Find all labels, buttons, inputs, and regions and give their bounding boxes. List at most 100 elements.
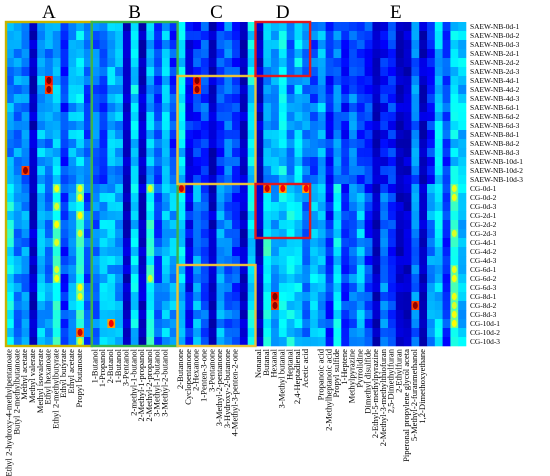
heatmap-cell bbox=[349, 283, 358, 293]
heatmap-cell bbox=[388, 157, 397, 167]
heatmap-cell bbox=[37, 292, 46, 302]
heatmap-cell bbox=[177, 337, 186, 347]
heatmap-cell bbox=[442, 274, 451, 284]
heatmap-cell bbox=[434, 166, 443, 176]
heatmap-cell bbox=[224, 112, 233, 122]
heatmap-cell bbox=[208, 112, 217, 122]
heatmap-peak bbox=[46, 76, 52, 85]
heatmap-cell bbox=[310, 103, 319, 113]
heatmap-cell bbox=[380, 112, 389, 122]
heatmap-cell bbox=[60, 238, 69, 248]
heatmap-cell bbox=[115, 58, 124, 68]
heatmap-cell bbox=[6, 193, 15, 203]
heatmap-cell bbox=[169, 157, 178, 167]
heatmap-cell bbox=[193, 247, 202, 257]
heatmap-cell bbox=[349, 256, 358, 266]
heatmap-cell bbox=[200, 85, 210, 95]
heatmap-cell bbox=[68, 94, 77, 104]
heatmap-cell bbox=[333, 40, 342, 50]
heatmap-cell bbox=[317, 175, 326, 185]
heatmap-cell bbox=[154, 265, 163, 275]
heatmap-cell bbox=[44, 157, 54, 167]
heatmap-cell bbox=[138, 166, 147, 176]
highlight-boxes bbox=[4, 20, 312, 348]
heatmap-cell bbox=[278, 328, 287, 338]
heatmap-cell bbox=[21, 58, 30, 68]
heatmap-cell bbox=[442, 166, 451, 176]
heatmap-cell bbox=[271, 319, 280, 329]
heatmap-cell bbox=[317, 256, 326, 266]
heatmap-cell bbox=[255, 292, 264, 302]
heatmap-cell bbox=[403, 319, 412, 329]
heatmap-cell bbox=[130, 157, 139, 167]
heatmap-cell bbox=[13, 238, 22, 248]
heatmap-cell bbox=[224, 229, 233, 239]
heatmap-cell bbox=[403, 247, 412, 257]
row-labels: SAEW-NB-0d-1SAEW-NB-0d-2SAEW-NB-0d-3SAEW… bbox=[470, 22, 523, 346]
heatmap-cell bbox=[310, 112, 319, 122]
heatmap-cell bbox=[395, 157, 404, 167]
heatmap-cell bbox=[450, 67, 459, 77]
heatmap-cell bbox=[333, 85, 342, 95]
heatmap-cell bbox=[83, 283, 93, 293]
heatmap-cell bbox=[161, 121, 171, 131]
heatmap-cell bbox=[130, 58, 139, 68]
heatmap-cell bbox=[232, 328, 241, 338]
heatmap-cell bbox=[138, 22, 147, 32]
heatmap-cell bbox=[372, 76, 381, 86]
heatmap-cell bbox=[380, 85, 389, 95]
heatmap-cell bbox=[200, 40, 210, 50]
heatmap-cell bbox=[200, 58, 210, 68]
heatmap-cell bbox=[356, 184, 365, 194]
row-label: SAEW-NB-6d-3 bbox=[470, 121, 520, 130]
heatmap-cell bbox=[419, 283, 428, 293]
heatmap-cell bbox=[193, 184, 202, 194]
heatmap-cell bbox=[115, 175, 124, 185]
heatmap-cell bbox=[44, 238, 54, 248]
heatmap-cell bbox=[427, 85, 436, 95]
heatmap-cell bbox=[13, 256, 22, 266]
heatmap-cell bbox=[364, 220, 373, 230]
heatmap-cell bbox=[6, 157, 15, 167]
row-label: CG-10d-2 bbox=[470, 328, 500, 337]
heatmap-cell bbox=[107, 292, 116, 302]
heatmap-cell bbox=[302, 337, 311, 347]
heatmap-cell bbox=[419, 211, 428, 221]
heatmap-cell bbox=[193, 112, 202, 122]
heatmap-cell bbox=[224, 319, 233, 329]
heatmap-cell bbox=[403, 94, 412, 104]
heatmap-cell bbox=[52, 229, 61, 239]
heatmap-cell bbox=[60, 247, 69, 257]
heatmap-cell bbox=[349, 58, 358, 68]
heatmap-cell bbox=[325, 40, 334, 50]
heatmap-cell bbox=[99, 328, 108, 338]
heatmap-cell bbox=[356, 49, 365, 59]
heatmap-cell bbox=[380, 256, 389, 266]
heatmap-cell bbox=[60, 292, 69, 302]
heatmap-cell bbox=[76, 247, 85, 257]
heatmap-cell bbox=[333, 103, 342, 113]
heatmap-cell bbox=[458, 238, 467, 248]
row-label: CG-10d-3 bbox=[470, 337, 500, 346]
heatmap-peak bbox=[451, 265, 457, 274]
heatmap-cell bbox=[333, 256, 342, 266]
heatmap-cell bbox=[68, 175, 77, 185]
heatmap-cell bbox=[325, 211, 334, 221]
heatmap-cell bbox=[263, 265, 272, 275]
column-label: Dimethyl disulfide bbox=[362, 349, 372, 414]
heatmap-cell bbox=[154, 166, 163, 176]
heatmap-cell bbox=[60, 319, 69, 329]
heatmap-cell bbox=[239, 121, 248, 131]
column-label: 2,4-Heptadienal bbox=[292, 348, 302, 404]
heatmap-cell bbox=[286, 202, 295, 212]
heatmap-cell bbox=[427, 49, 436, 59]
heatmap-cell bbox=[68, 310, 77, 320]
heatmap-cell bbox=[427, 220, 436, 230]
heatmap-cell bbox=[419, 202, 428, 212]
heatmap-cell bbox=[341, 94, 350, 104]
heatmap-cell bbox=[130, 31, 139, 41]
heatmap-cell bbox=[37, 121, 46, 131]
heatmap-cell bbox=[372, 103, 381, 113]
column-label: 3-Pentanone bbox=[206, 349, 216, 392]
